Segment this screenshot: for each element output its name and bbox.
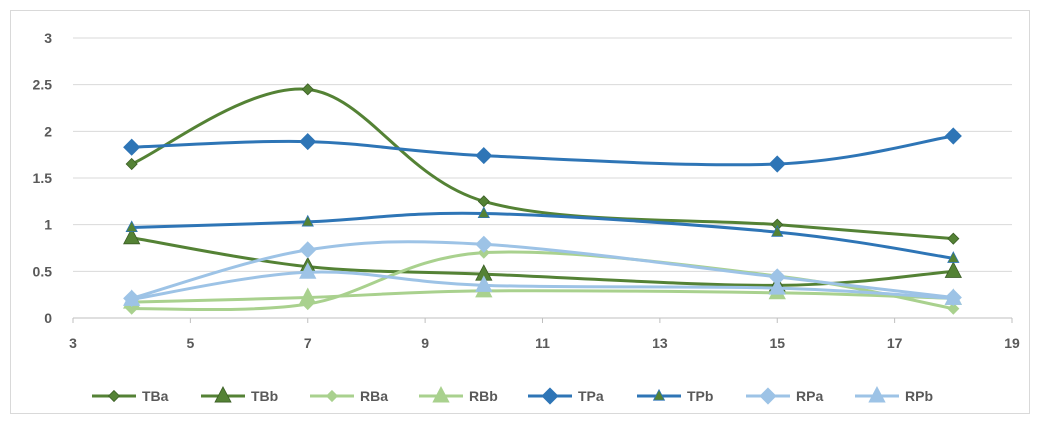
data-point-tba: [947, 232, 960, 245]
legend-marker-tpa: [541, 387, 559, 405]
y-tick-label: 2.5: [33, 77, 53, 93]
legend-marker-rbb: [432, 386, 450, 403]
y-tick-label: 2: [44, 123, 52, 139]
data-point-tpa: [475, 147, 493, 165]
data-point-tba: [301, 83, 314, 96]
legend-marker-tba: [107, 389, 121, 403]
y-tick-label: 0.5: [33, 263, 53, 279]
x-tick-label: 9: [421, 335, 429, 351]
data-point-rpb: [768, 278, 786, 295]
data-point-tpb: [771, 225, 784, 237]
legend-label-tpb: TPb: [687, 388, 713, 404]
y-tick-label: 3: [44, 30, 52, 46]
data-point-rpb: [123, 289, 141, 306]
data-point-tpb: [947, 251, 960, 263]
x-tick-label: 13: [652, 335, 668, 351]
data-point-rpb: [299, 262, 317, 279]
x-tick-label: 5: [186, 335, 194, 351]
legend-label-tpa: TPa: [578, 388, 604, 404]
legend-marker-rpa: [759, 387, 777, 405]
x-tick-label: 11: [535, 335, 550, 351]
data-point-rpa: [475, 235, 493, 253]
data-point-tpb: [125, 220, 138, 233]
legend-label-rpa: RPa: [796, 388, 823, 404]
legend-label-rpb: RPb: [905, 388, 933, 404]
data-point-rpa: [299, 241, 317, 259]
chart-area: [10, 10, 1030, 414]
data-point-tbb: [944, 261, 962, 278]
x-tick-label: 17: [887, 335, 903, 351]
y-tick-label: 1.5: [33, 170, 53, 186]
x-tick-label: 7: [304, 335, 312, 351]
data-point-rpb: [475, 275, 493, 292]
y-tick-label: 0: [44, 310, 52, 326]
legend-marker-tpb: [652, 388, 666, 401]
data-point-rpb: [944, 288, 962, 305]
x-tick-label: 19: [1004, 335, 1020, 351]
y-tick-label: 1: [44, 217, 52, 233]
data-point-tbb: [123, 227, 141, 245]
x-tick-label: 3: [69, 335, 77, 351]
legend-marker-rpb: [868, 386, 886, 403]
legend-label-tbb: TBb: [251, 388, 278, 404]
data-point-tpb: [301, 214, 314, 227]
legend-label-rbb: RBb: [469, 388, 498, 404]
data-point-tpa: [299, 133, 317, 151]
series-line-tpa: [130, 134, 955, 167]
legend-marker-tbb: [214, 386, 232, 403]
legend-label-rba: RBa: [360, 388, 388, 404]
legend-marker-rba: [325, 389, 339, 403]
data-point-tpb: [477, 206, 490, 219]
data-point-tba: [477, 195, 490, 208]
legend-label-tba: TBa: [142, 388, 169, 404]
series-line-tpb: [130, 211, 955, 260]
series-line-rbb: [130, 289, 955, 304]
data-point-tpa: [768, 155, 786, 173]
series-line-rpb: [130, 270, 955, 301]
data-point-tpa: [123, 138, 141, 156]
data-point-tba: [125, 157, 138, 171]
data-point-rba: [947, 302, 960, 315]
x-tick-label: 15: [769, 335, 785, 351]
data-point-tpa: [944, 127, 962, 145]
series-line-rpa: [130, 240, 955, 300]
data-point-rbb: [299, 287, 317, 304]
